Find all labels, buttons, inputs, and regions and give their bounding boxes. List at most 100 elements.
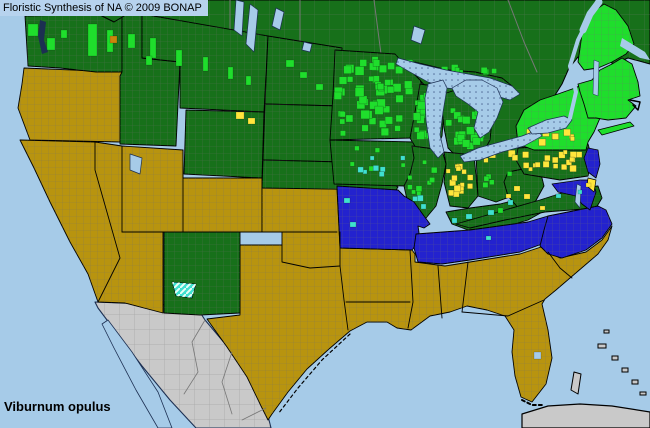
counties-illinois-teal [417,194,424,202]
counties-pennsylvania [552,163,559,169]
county-missouri-2 [349,221,357,228]
counties-illinois [431,166,438,174]
counties-minnesota [384,79,391,86]
counties-minnesota [387,62,395,70]
border-mexico-states-3 [241,407,267,421]
counties-pennsylvania [562,149,568,155]
counties-iowa-teal [369,155,375,161]
county-missouri-1 [343,197,351,204]
island-bahama-6 [603,329,610,334]
counties-wisconsin [412,112,421,121]
counties-minnesota [395,94,404,103]
lake-michigan-texture [425,80,447,158]
counties-minnesota [404,80,413,89]
region-wyoming-texture [184,110,264,178]
counties-minnesota [339,111,346,118]
counties-michigan [462,116,471,125]
border-mexico-states-1 [183,319,206,395]
counties-illinois [429,177,435,183]
counties-minnesota [360,109,370,120]
region-south-dakota-texture [263,104,342,162]
puget-sound [38,20,48,54]
lake-champlain [592,59,600,97]
county-south-dakota-1 [235,111,245,120]
counties-minnesota [369,62,377,71]
county-north-dakota-3 [315,83,324,91]
counties-illinois [415,185,423,192]
counties-wisconsin [417,101,426,110]
border-ontario-quebec [507,0,538,73]
border-oklahoma-arkansas [339,231,349,331]
counties-indiana [451,175,458,182]
counties-michigan [453,111,462,120]
counties-ohio-north [511,154,519,161]
counties-pennsylvania [575,151,583,158]
counties-ohio [483,175,490,182]
counties-nebraska-teal [379,166,386,173]
region-washington-texture [25,14,122,72]
counties-illinois [422,159,427,165]
counties-pennsylvania [522,151,529,159]
county-montana-2 [175,49,183,67]
counties-pennsylvania [544,154,551,162]
counties-nebraska-teal [378,171,385,177]
county-kentucky-1 [465,213,473,220]
counties-minnesota [333,91,342,100]
counties-pennsylvania [558,151,566,159]
region-new-mexico-texture [164,232,240,315]
county-kentucky-4 [497,207,504,214]
counties-illinois [407,184,413,190]
counties-michigan [472,137,481,146]
island-bahama-1 [597,343,607,349]
counties-new-york-south [563,128,571,137]
counties-indiana [453,190,460,198]
great-salt-lake [129,153,143,175]
county-montana-1 [149,37,157,59]
island-cuba [521,403,650,428]
counties-illinois [416,190,422,196]
counties-ohio [489,179,495,185]
counties-illinois-teal [420,203,427,210]
counties-minnesota [394,125,401,132]
border-georgia-florida [461,299,545,317]
counties-minnesota [374,105,384,115]
counties-michigan [466,126,475,135]
border-mississippi-alabama [437,265,443,319]
counties-illinois [407,175,413,180]
counties-minnesota [354,87,365,97]
counties-minnesota [372,59,381,67]
counties-pennsylvania [528,166,533,172]
counties-minnesota [368,75,375,82]
map-title: Floristic Synthesis of NA © 2009 BONAP [0,0,208,16]
cape-cod [629,99,641,111]
region-long-island [597,121,635,136]
region-oregon-texture [18,68,122,142]
counties-illinois [411,189,416,195]
county-kentucky-2 [487,209,495,216]
counties-iowa-teal [400,155,406,161]
island-bahama-3 [621,367,629,373]
border-mexico-states-2 [221,351,233,415]
counties-indiana [459,182,465,188]
counties-nebraska-teal [357,166,364,173]
counties-ohio [507,171,513,177]
county-idaho-2 [145,55,153,66]
county-idaho-orange [109,35,118,44]
texas-barrier-islands [277,333,351,415]
county-maryland-1 [585,182,592,188]
counties-minnesota [338,76,348,85]
counties-pennsylvania [569,156,575,162]
lake-manitoba [271,7,285,31]
counties-illinois [426,180,432,186]
region-southwest-texture [20,140,262,313]
counties-minnesota [340,130,346,137]
bay-of-fundy [620,38,650,60]
counties-minnesota [384,116,393,125]
region-tennessee-texture [414,216,554,264]
counties-minnesota [386,86,395,94]
counties-illinois-teal [412,196,418,202]
counties-minnesota [395,114,403,123]
counties-indiana [467,183,473,190]
county-washington-5 [60,29,68,39]
